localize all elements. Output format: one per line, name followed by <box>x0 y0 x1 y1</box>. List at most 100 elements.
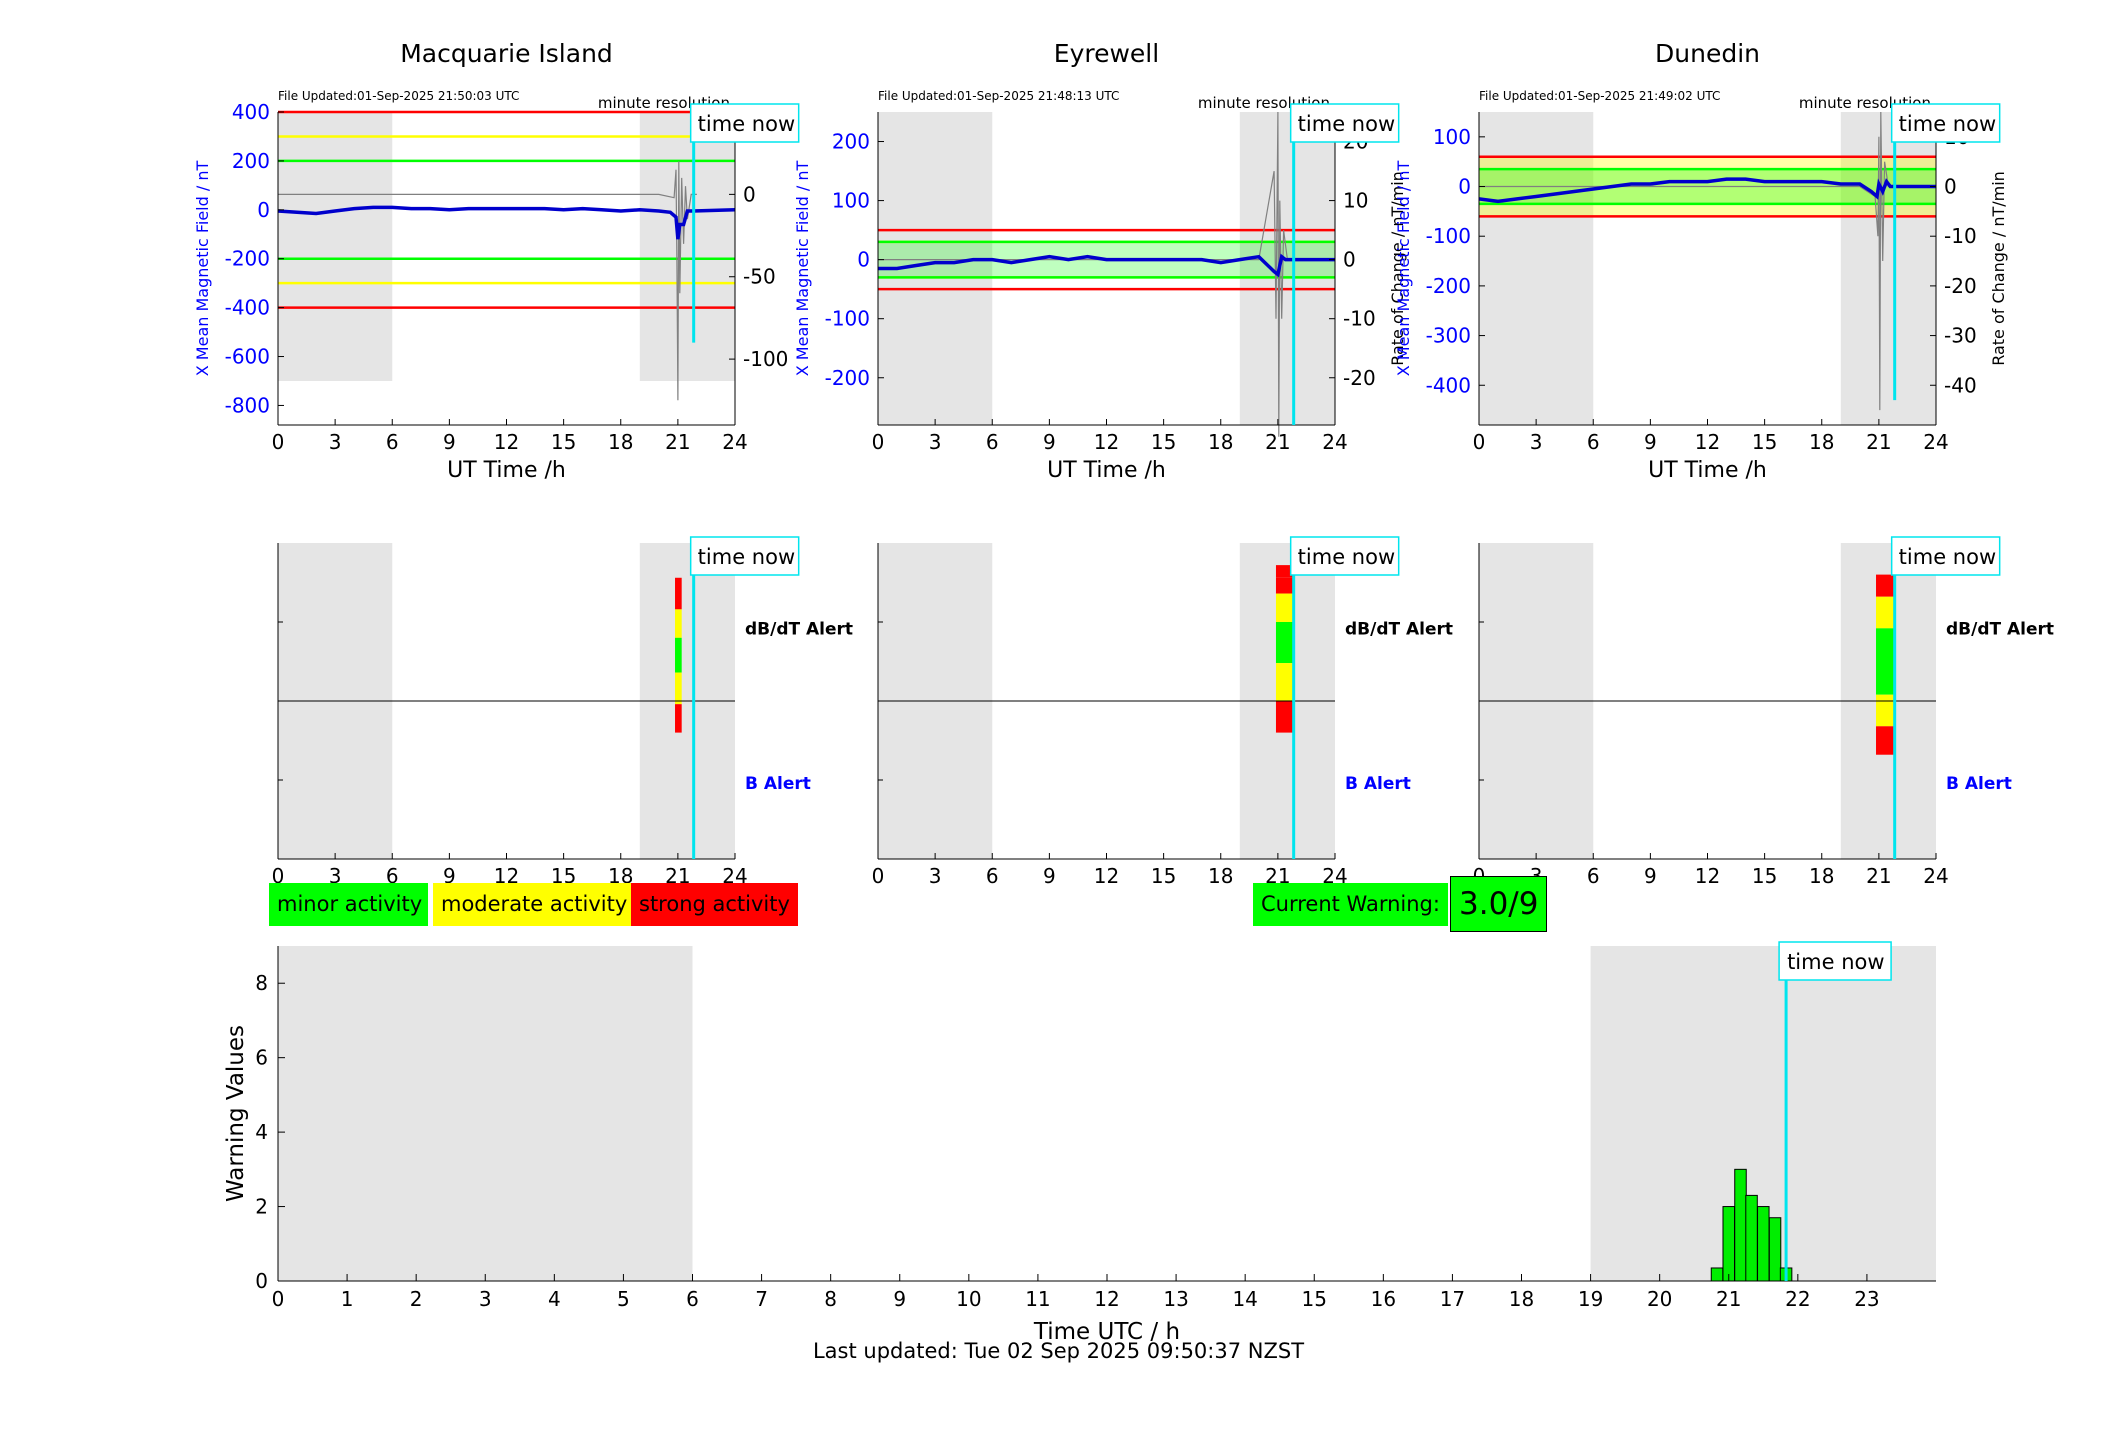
x-tick-label: 12 <box>1695 430 1720 454</box>
legend-minor-activity: minor activity <box>269 883 428 926</box>
alert-segment-yellow <box>1876 596 1895 629</box>
time-now-label: time now <box>1298 112 1395 136</box>
x-tick-label: 0 <box>272 430 285 454</box>
file-updated-text: File Updated:01-Sep-2025 21:48:13 UTC <box>878 89 1119 103</box>
warning-y-tick-label: 6 <box>255 1046 268 1070</box>
warning-x-tick-label: 1 <box>341 1287 354 1311</box>
legend-strong-activity: strong activity <box>631 883 798 926</box>
x-tick-label: 21 <box>665 430 690 454</box>
x-axis-label: UT Time /h <box>447 458 566 483</box>
rate-of-change-trace <box>878 111 1297 437</box>
left-tick-label: -400 <box>225 296 270 320</box>
time-now-label: time now <box>1298 545 1395 569</box>
alert-x-tick-label: 3 <box>329 864 342 888</box>
x-tick-label: 6 <box>986 430 999 454</box>
alert-segment-red <box>1876 574 1895 597</box>
alert-segment-red <box>675 704 682 733</box>
warning-x-tick-label: 21 <box>1716 1287 1741 1311</box>
x-tick-label: 12 <box>1094 430 1119 454</box>
panel-title: Macquarie Island <box>400 39 613 68</box>
warning-x-tick-label: 22 <box>1785 1287 1810 1311</box>
x-tick-label: 15 <box>1752 430 1777 454</box>
station-panel-0: Macquarie Island File Updated:01-Sep-2025… <box>193 39 853 888</box>
right-tick-label: -40 <box>1944 373 1977 397</box>
alert-segment-yellow <box>1275 663 1294 701</box>
alert-x-tick-label: 12 <box>1695 864 1720 888</box>
x-tick-label: 21 <box>1265 430 1290 454</box>
time-now-label: time now <box>698 112 795 136</box>
alert-x-tick-label: 12 <box>1094 864 1119 888</box>
warning-x-tick-label: 20 <box>1647 1287 1672 1311</box>
warning-x-tick-label: 9 <box>893 1287 906 1311</box>
x-tick-label: 15 <box>1151 430 1176 454</box>
time-now-box <box>1289 536 1400 576</box>
time-now-box <box>689 536 800 576</box>
alert-segment-red <box>1876 726 1895 755</box>
alert-segment-red <box>1275 577 1294 594</box>
warning-x-tick-label: 8 <box>824 1287 837 1311</box>
alert-segment-yellow <box>1876 694 1895 727</box>
left-tick-label: -100 <box>1426 224 1471 248</box>
panel-title: Dunedin <box>1655 39 1760 68</box>
current-warning-label: Current Warning: <box>1253 883 1448 926</box>
alert-x-tick-label: 3 <box>929 864 942 888</box>
x-axis-label: UT Time /h <box>1047 458 1166 483</box>
left-tick-label: 0 <box>1458 175 1471 199</box>
x-tick-label: 24 <box>1322 430 1347 454</box>
right-tick-label: -10 <box>1343 307 1376 331</box>
alert-x-tick-label: 6 <box>986 864 999 888</box>
file-updated-text: File Updated:01-Sep-2025 21:49:02 UTC <box>1479 89 1720 103</box>
last-updated-footer: Last updated: Tue 02 Sep 2025 09:50:37 N… <box>812 1339 1305 1363</box>
warning-y-tick-label: 4 <box>255 1120 268 1144</box>
alert-x-tick-label: 15 <box>1151 864 1176 888</box>
alert-segment-green <box>1275 622 1294 664</box>
right-tick-label: -30 <box>1944 324 1977 348</box>
alert-x-tick-label: 18 <box>1208 864 1233 888</box>
night-shade <box>1479 112 1594 425</box>
time-now-label: time now <box>1899 545 1996 569</box>
x-tick-label: 0 <box>872 430 885 454</box>
station-panel-1: Eyrewell File Updated:01-Sep-2025 21:48:1… <box>793 39 1453 888</box>
x-tick-label: 18 <box>1809 430 1834 454</box>
dbdt-alert-label: dB/dT Alert <box>745 619 853 639</box>
right-y-axis-label: Rate of Change / nT/min <box>1388 171 1407 366</box>
left-tick-label: -100 <box>825 307 870 331</box>
warning-x-tick-label: 19 <box>1578 1287 1603 1311</box>
warning-x-tick-label: 15 <box>1302 1287 1327 1311</box>
alert-x-tick-label: 9 <box>1043 864 1056 888</box>
right-tick-label: -50 <box>743 265 776 289</box>
dbdt-alert-label: dB/dT Alert <box>1946 619 2054 639</box>
b-alert-label: B Alert <box>1345 774 1411 794</box>
warning-x-tick-label: 18 <box>1509 1287 1534 1311</box>
left-y-axis-label: X Mean Magnetic Field / nT <box>1394 161 1413 377</box>
alert-x-tick-label: 21 <box>1866 864 1891 888</box>
left-y-axis-label: X Mean Magnetic Field / nT <box>793 161 812 377</box>
night-shade <box>278 946 693 1281</box>
station-panel-2: Dunedin File Updated:01-Sep-2025 21:49:02… <box>1394 39 2054 888</box>
time-now-box <box>1778 941 1892 981</box>
warning-x-tick-label: 0 <box>272 1287 285 1311</box>
warning-x-tick-label: 16 <box>1371 1287 1396 1311</box>
alert-segment-yellow <box>1275 593 1294 622</box>
warning-bar <box>1757 1206 1770 1282</box>
x-tick-label: 6 <box>1587 430 1600 454</box>
left-tick-label: -400 <box>1426 373 1471 397</box>
left-tick-label: 0 <box>257 198 270 222</box>
panel-title: Eyrewell <box>1054 39 1159 68</box>
current-warning-value: 3.0/9 <box>1450 876 1548 932</box>
b-alert-label: B Alert <box>745 774 811 794</box>
alert-x-tick-label: 0 <box>872 864 885 888</box>
x-tick-label: 9 <box>443 430 456 454</box>
warning-bar <box>1745 1194 1758 1282</box>
rate-of-change-trace <box>1479 111 1898 411</box>
alert-x-tick-label: 6 <box>386 864 399 888</box>
night-shade <box>278 112 393 381</box>
time-now-box <box>1890 536 2001 576</box>
alert-segment-green <box>675 637 682 673</box>
magnetic-field-trace <box>1478 177 1936 204</box>
warning-bar <box>1710 1267 1724 1282</box>
left-tick-label: 400 <box>232 100 270 124</box>
time-now-box <box>689 103 800 143</box>
dbdt-alert-label: dB/dT Alert <box>1345 619 1453 639</box>
warning-x-tick-label: 2 <box>410 1287 423 1311</box>
